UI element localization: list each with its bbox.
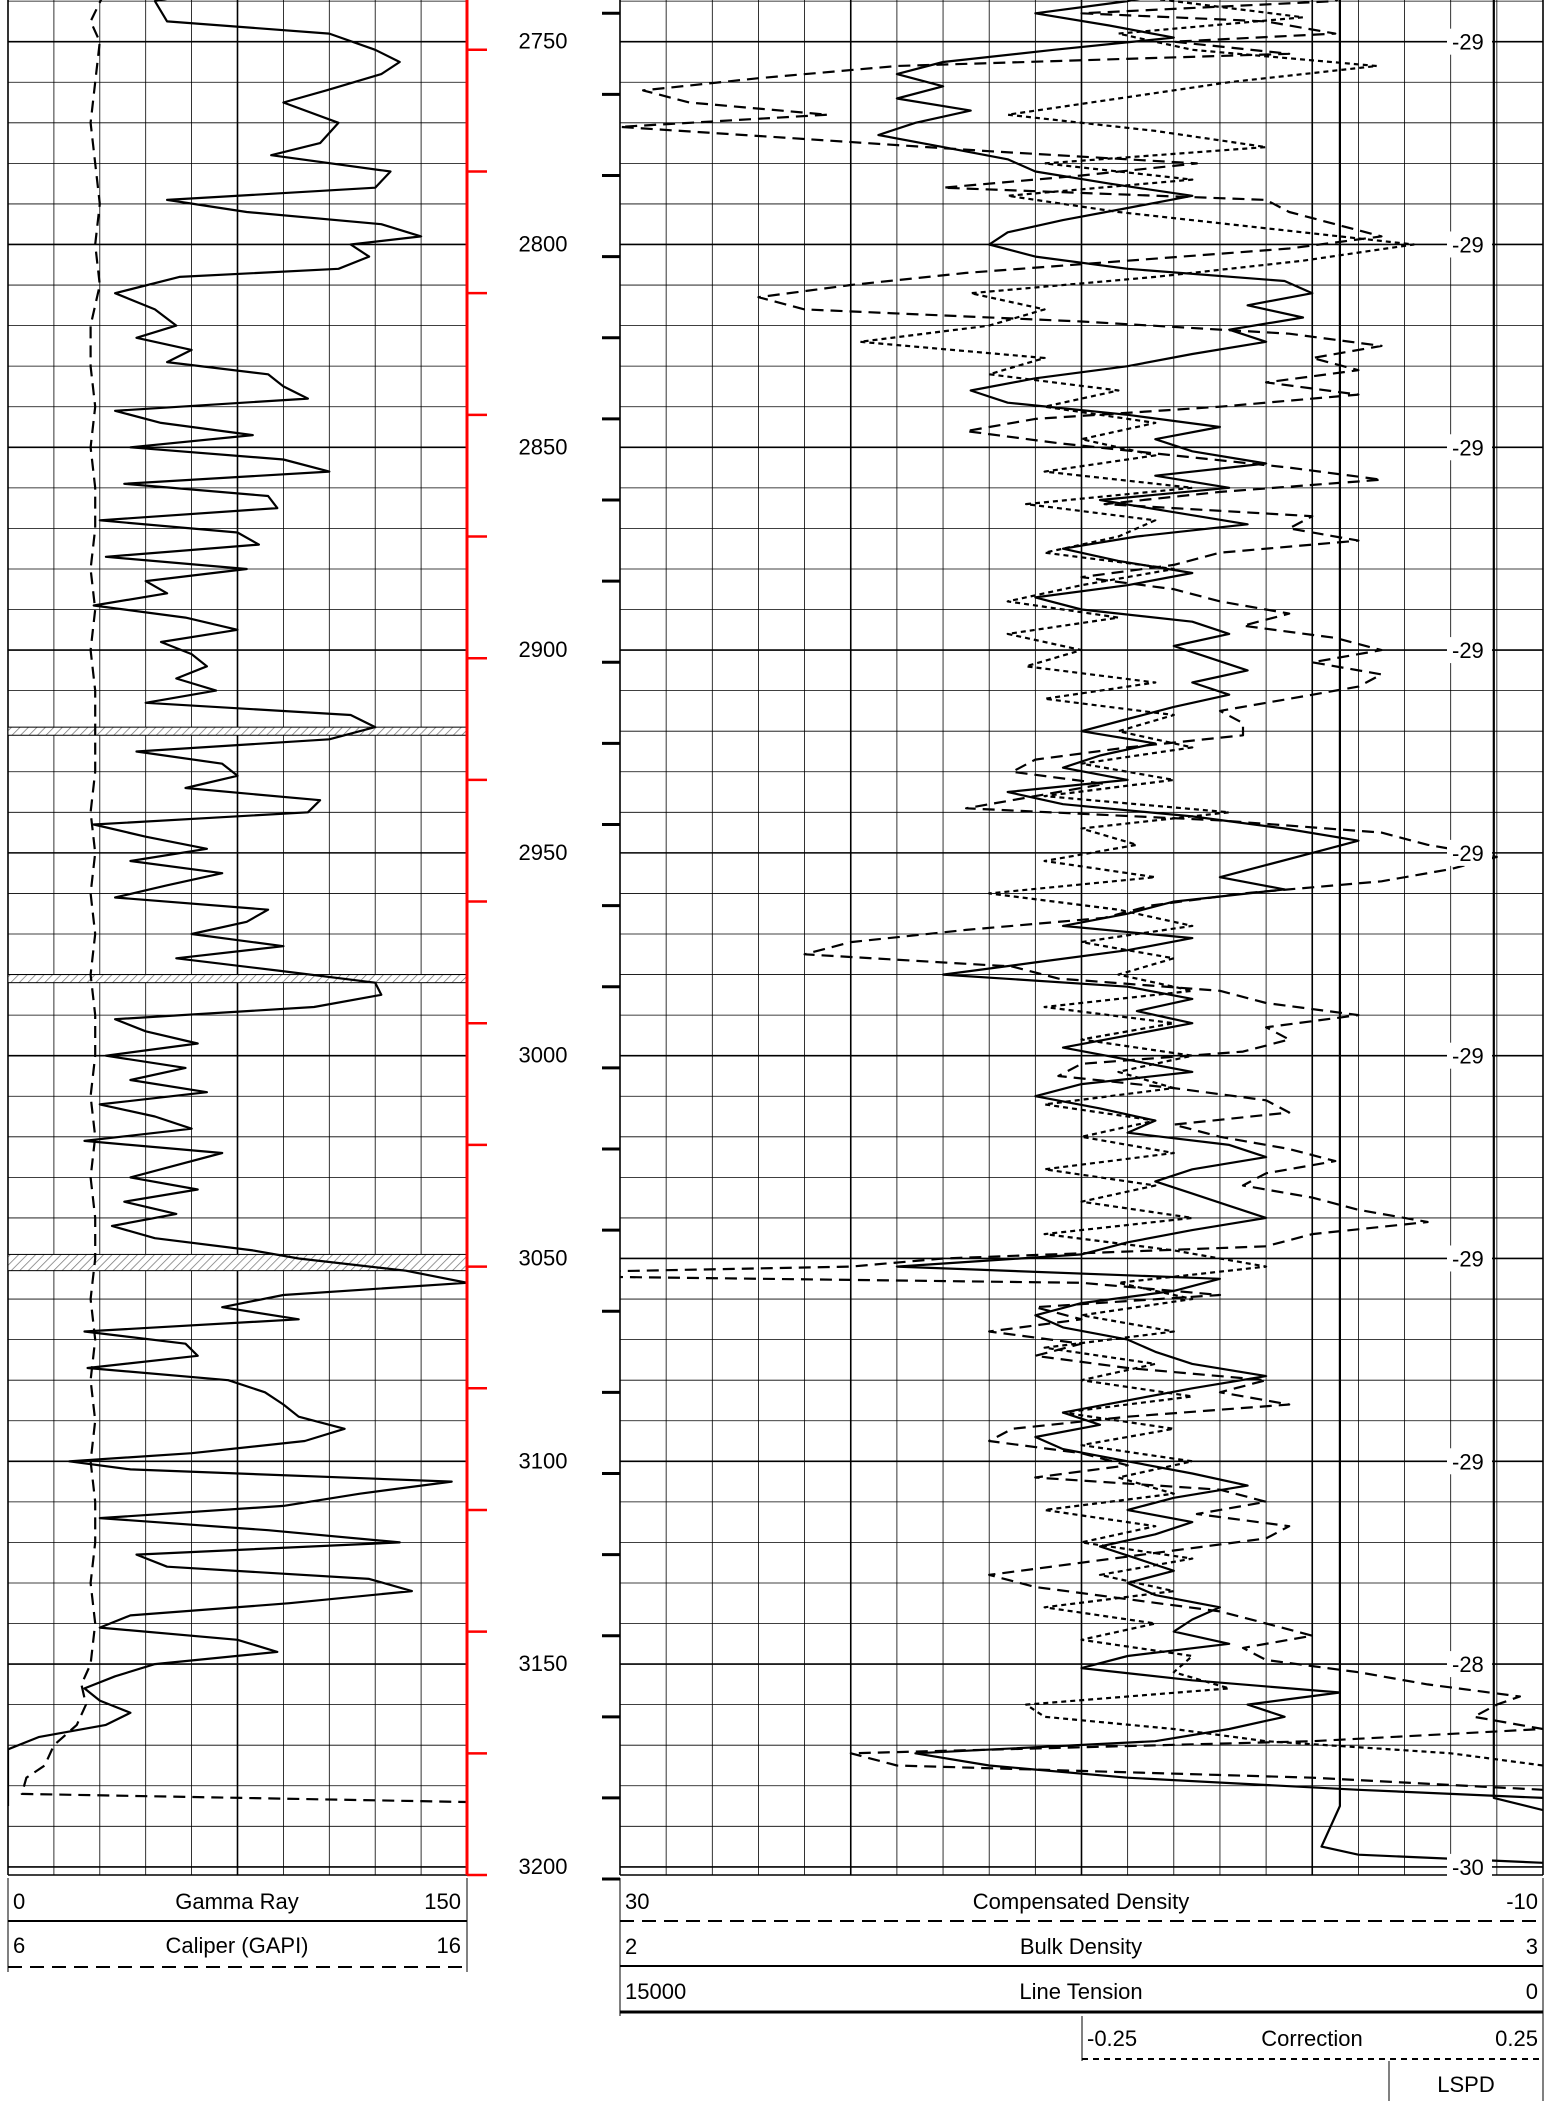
track2-header: 30 Compensated Density -10 2 Bulk Densit… [619, 1878, 1544, 2101]
bulk-density-curve [877, 0, 1543, 1799]
depth-label: 2800 [519, 231, 568, 256]
depth-label: 2850 [519, 434, 568, 459]
right-axis-label: -29 [1452, 232, 1484, 257]
gamma-ray-curve [8, 0, 467, 1806]
right-axis-label: -29 [1452, 30, 1484, 55]
right-axis-label: -28 [1452, 1652, 1484, 1677]
right-axis-label: -29 [1452, 1044, 1484, 1069]
bulk-density-max: 3 [1526, 1934, 1538, 1959]
depth-label: 3150 [519, 1651, 568, 1676]
bad-hole-hatch [7, 726, 468, 736]
gamma-ray-label: Gamma Ray [175, 1889, 298, 1914]
right-axis-label-bg [1447, 231, 1492, 258]
right-axis-label-bg [1447, 434, 1492, 461]
depth-label: 2950 [519, 840, 568, 865]
right-axis-labels: -29 -29 -29 -29 -29 -29 -29 -29 -28 -30 [1447, 28, 1492, 1880]
right-axis-label-bg [1447, 839, 1492, 866]
track2-curves [620, 0, 1543, 1864]
caliper-label: Caliper (GAPI) [165, 1933, 308, 1958]
line-tension-max: 0 [1526, 1979, 1538, 2004]
bad-hole-hatch [7, 974, 468, 984]
right-axis-label-bg [1447, 1245, 1492, 1272]
depth-label: 3200 [519, 1854, 568, 1879]
lspd-label: LSPD [1437, 2072, 1494, 2097]
right-axis-label: -29 [1452, 638, 1484, 663]
bulk-density-label: Bulk Density [1020, 1934, 1142, 1959]
correction-curve [858, 0, 1543, 1767]
gamma-ray-min: 0 [13, 1889, 25, 1914]
right-axis-label-bg [1447, 1448, 1492, 1475]
track1-header: 0 Gamma Ray 150 6 Caliper (GAPI) 16 [7, 1878, 468, 1972]
right-axis-label-bg [1447, 28, 1492, 55]
bulk-density-min: 2 [625, 1934, 637, 1959]
compensated-density-max: -10 [1506, 1889, 1538, 1914]
gamma-ray-max: 150 [424, 1889, 461, 1914]
track1-curves [8, 0, 467, 1811]
track1-grid [7, 0, 468, 1876]
depth-label: 2900 [519, 637, 568, 662]
right-axis-label: -30 [1452, 1855, 1484, 1880]
compensated-density-min: 30 [625, 1889, 649, 1914]
depth-label: 3050 [519, 1245, 568, 1270]
right-axis-label: -29 [1452, 435, 1484, 460]
depth-label: 3000 [519, 1043, 568, 1068]
depth-track: 2750 2800 2850 2900 2950 3000 3050 3100 3150 3200 [465, 0, 620, 1881]
right-axis-label-bg [1447, 1042, 1492, 1069]
bad-hole-intervals [7, 726, 468, 1272]
depth-label: 2750 [519, 29, 568, 54]
right-axis-label: -29 [1452, 1246, 1484, 1271]
bad-hole-hatch [7, 1253, 468, 1272]
line-tension-label: Line Tension [1019, 1979, 1142, 2004]
caliper-min: 6 [13, 1933, 25, 1958]
correction-label: Correction [1261, 2026, 1362, 2051]
right-axis-label-bg [1447, 1651, 1492, 1678]
depth-label: 3100 [519, 1448, 568, 1473]
line-tension-curve [1492, 0, 1543, 1812]
right-axis-label: -29 [1452, 1449, 1484, 1474]
caliper-max: 16 [437, 1933, 461, 1958]
right-axis-label-bg [1447, 637, 1492, 664]
correction-max: 0.25 [1495, 2026, 1538, 2051]
line-tension-min: 15000 [625, 1979, 686, 2004]
correction-min: -0.25 [1087, 2026, 1137, 2051]
right-axis-label-bg [1447, 1853, 1492, 1880]
lspd-curve [1320, 0, 1543, 1864]
compensated-density-label: Compensated Density [973, 1889, 1189, 1914]
right-axis-label: -29 [1452, 841, 1484, 866]
caliper-gapi-curve [20, 0, 467, 1811]
